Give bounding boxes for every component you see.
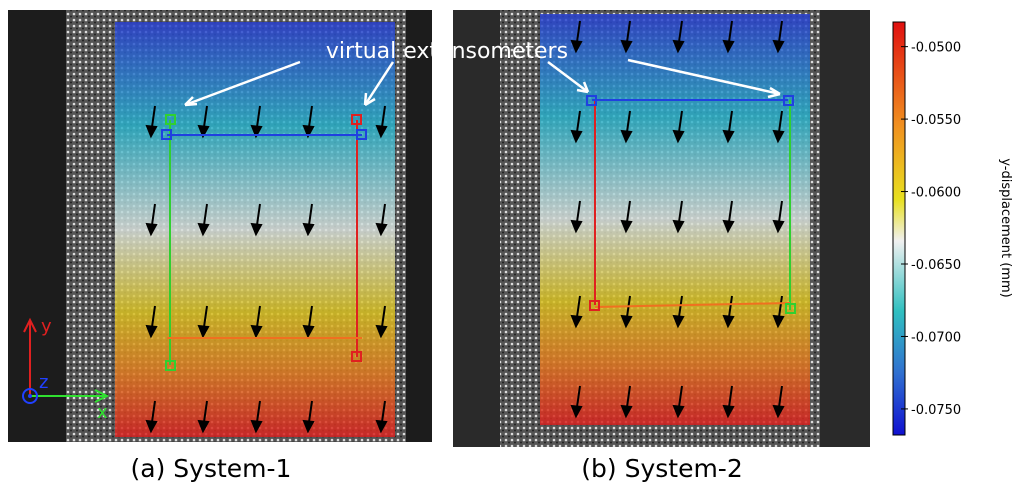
annotation: virtual extensometers [326,39,568,64]
colorbar [893,22,905,435]
tick-label: -0.0550 [911,113,961,128]
axis-label-y: y [41,316,52,337]
caption: (a) System-1 [131,454,292,483]
caption: (b) System-2 [581,454,742,483]
axis-label-z: z [39,372,48,393]
tick-label: -0.0700 [911,330,961,345]
figure: virtual extensometers y x z (a) System-1… [0,0,1016,488]
panel-a [8,10,432,442]
colorbar-label: y-displacement (mm) [998,158,1013,297]
tick-label: -0.0500 [911,41,961,56]
tick-label: -0.0750 [911,403,961,418]
tick-label: -0.0650 [911,258,961,273]
panel-b [453,10,870,447]
colorbar-ticks: -0.0500 -0.0550 -0.0600 -0.0650 -0.0700 -0.07… [901,41,961,418]
tick-label: -0.0600 [911,186,961,201]
axis-label-x: x [97,402,108,423]
